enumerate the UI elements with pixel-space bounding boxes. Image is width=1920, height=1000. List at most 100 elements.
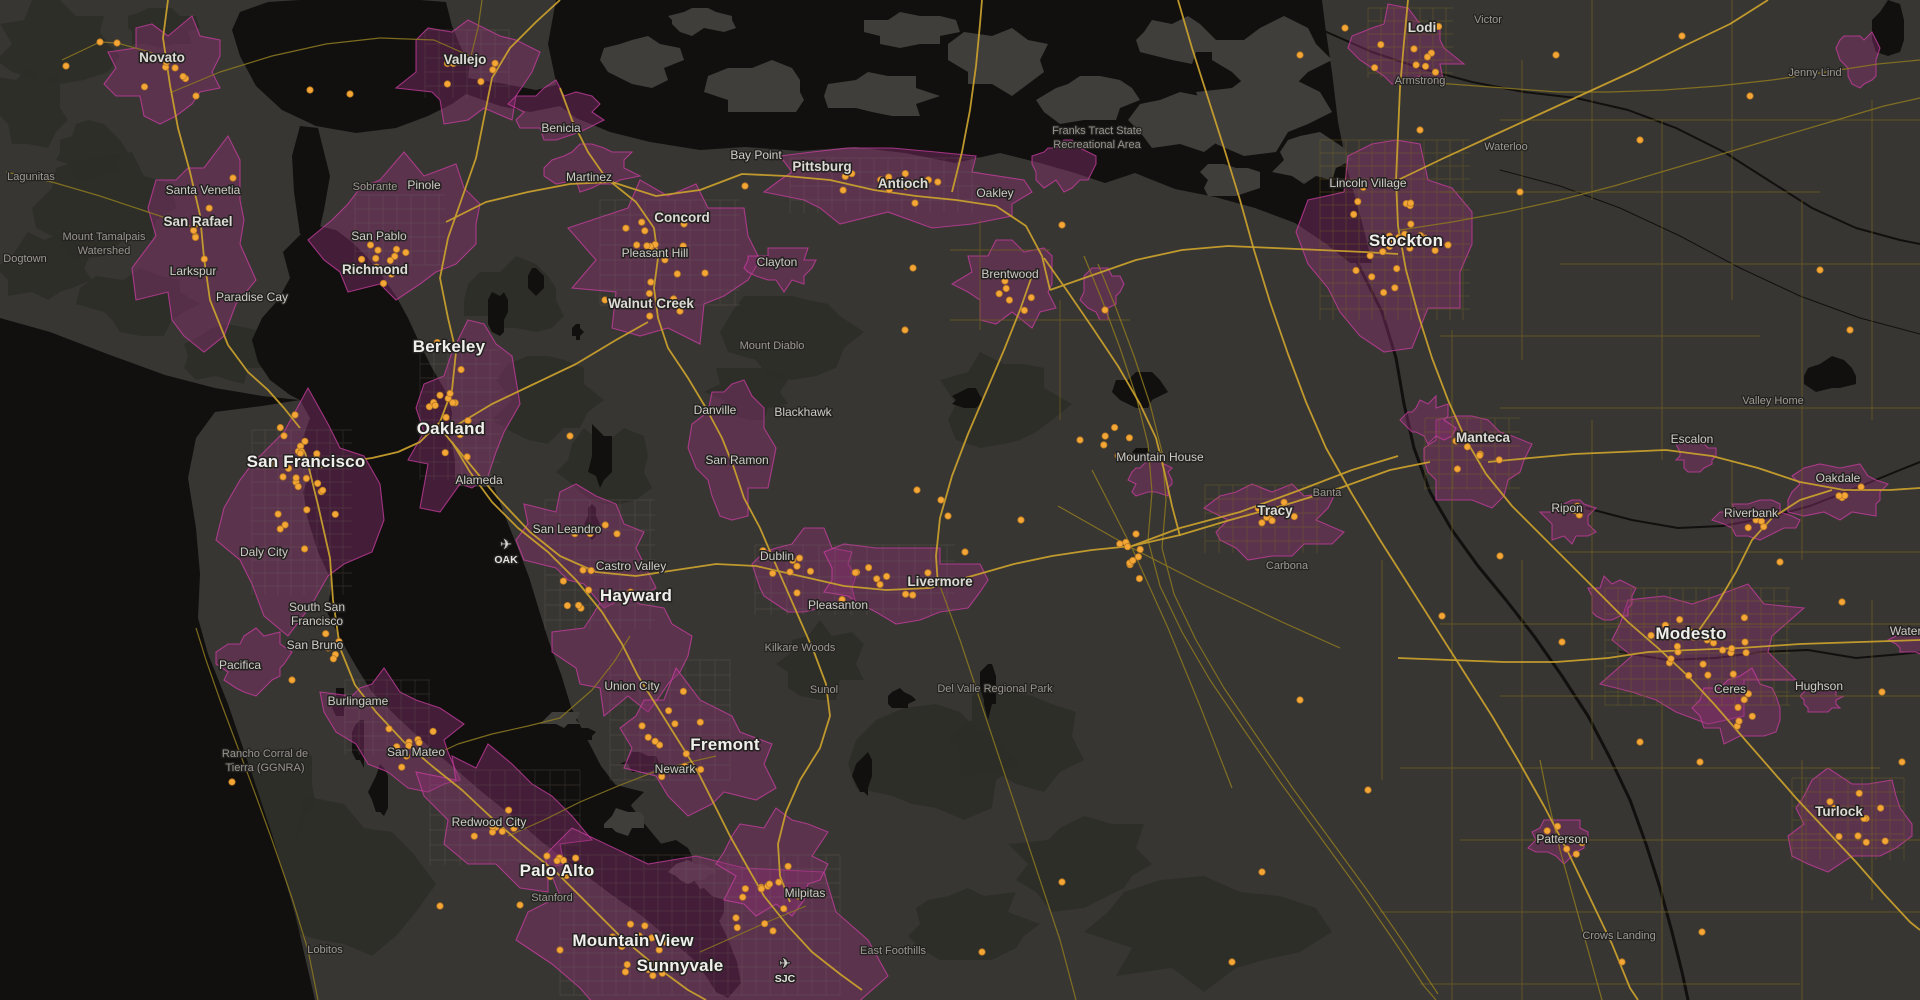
poi-dot [765,880,774,888]
major-city-label: Hayward [600,586,672,605]
poi-dot [769,927,777,935]
poi-dot [795,554,804,562]
town-label: San Leandro [533,522,602,536]
poi-dot [546,872,554,881]
area-label: Franks Tract State Recreational Area [1052,125,1142,151]
poi-dot [436,391,444,399]
delta-island [668,8,736,36]
town-label: San Mateo [387,745,445,759]
poi-dot [566,432,574,440]
poi-dot [644,965,653,974]
place-label: Carbona [1266,560,1309,572]
lake [368,764,388,816]
street-grid-san-leandro-hayward [544,499,655,630]
poi-dot [733,923,741,932]
town-label: Hughson [1795,679,1843,693]
poi-dot [179,72,187,81]
poi-dot [276,525,284,533]
city-label: Pittsburg [792,159,851,174]
poi-dot [646,312,654,320]
poi-dot [268,459,277,468]
poi-dot [909,264,917,272]
poi-dot [652,960,660,968]
lake [852,752,872,796]
poi-dot [759,547,767,555]
poi-dot [682,750,690,758]
poi-dot [1280,498,1288,506]
poi-dot [229,174,237,182]
poi-dot [876,580,884,589]
poi-dot [1296,696,1304,704]
airport-code-label: OAK [494,554,518,566]
road-vasco-rd [935,269,1035,587]
major-city-label: Mountain View [572,931,694,950]
poi-dot [1678,32,1686,40]
poi-dot [784,862,792,870]
urban-area-richmond [307,151,481,301]
poi-dot [913,486,921,494]
major-city-label: Oakland [417,419,485,438]
urban-area-south-bay [515,827,889,1000]
poi-dot [1017,516,1025,524]
city-label: Tracy [1257,503,1293,518]
poi-dot [794,892,803,900]
place-label: Kilkare Woods [765,642,836,654]
poi-dot [543,852,551,860]
poi-dot [1076,436,1084,444]
lake [564,728,596,744]
poi-dot [393,743,401,751]
poi-dot [1350,210,1358,218]
poi-dot [613,530,621,538]
poi-dot [1423,53,1432,61]
poi-dot [1058,221,1066,229]
poi-dot [319,486,327,494]
urban-area-berkeley-oakland [407,319,521,513]
poi-dot [1406,244,1414,252]
poi-dot [584,586,593,594]
poi-dot [324,644,332,652]
city-label: Richmond [342,262,408,277]
poi-dot [1757,517,1766,525]
town-label: Burlingame [328,694,389,708]
poi-dot [839,186,847,194]
poi-layer [62,22,1906,980]
poi-dot [192,220,200,228]
poi-dot [696,718,704,726]
poi-dot [442,413,450,421]
town-label: Clayton [757,255,798,269]
poi-dot [1421,62,1430,70]
town-label: San Bruno [287,638,344,652]
town-label: Daly City [240,545,288,559]
poi-dot [228,778,236,786]
poi-dot [1435,22,1443,31]
poi-dot [456,430,464,439]
poi-dot [1543,827,1551,835]
poi-dot [1735,717,1743,725]
poi-dot [1854,832,1862,840]
city-label: Antioch [878,176,928,191]
poi-dot [978,948,986,956]
san-joaquin-river [1340,228,1690,1000]
rural-road-grid [950,0,1920,1000]
delta-island [948,28,1048,96]
poi-dot [944,512,952,520]
poi-dot [697,765,705,774]
city-label: Turlock [1815,804,1863,819]
town-label: Dublin [760,549,794,563]
poi-dot [664,707,673,715]
poi-dot [571,530,579,538]
poi-dot [643,242,651,250]
poi-dot [1258,868,1266,876]
street-grid-manteca [1424,417,1520,490]
poi-dot [621,968,630,976]
poi-dot [1379,248,1387,256]
poi-dot [1842,808,1850,816]
town-label: Ripon [1551,501,1582,515]
poi-dot [313,479,322,487]
delta-island [824,72,940,116]
poi-dot [281,521,289,529]
delta-island [668,860,716,884]
poi-dot [841,172,849,180]
poi-dot [1395,233,1403,241]
